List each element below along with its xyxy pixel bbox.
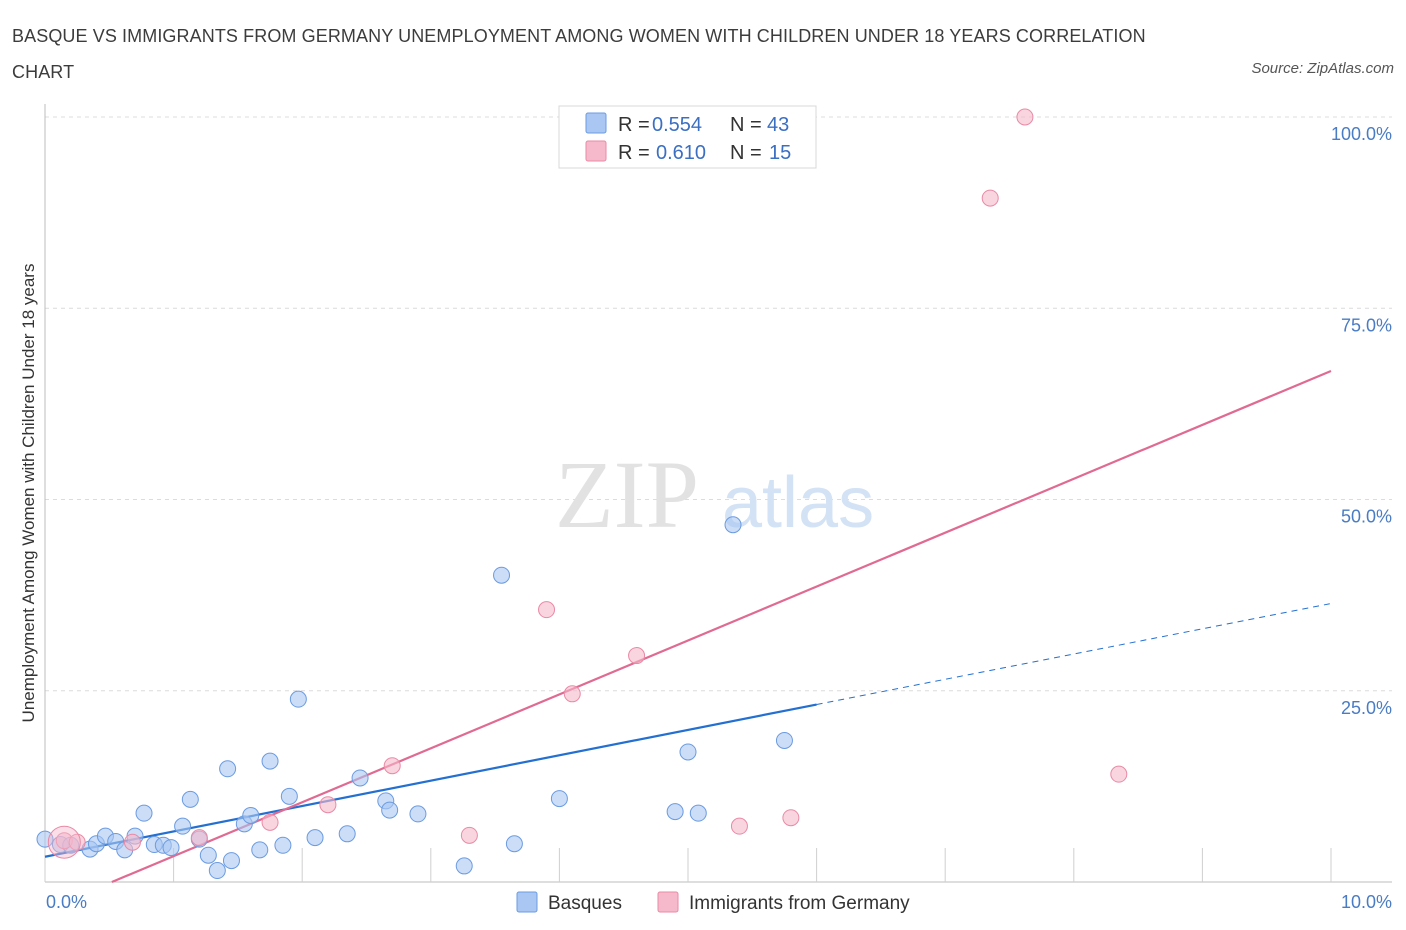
data-point [251,841,269,859]
y-tick-labels: 25.0% 50.0% 75.0% 100.0% [1331,124,1392,718]
data-point [338,825,356,843]
legend-swatch-basques [516,891,538,913]
series-legend: Basques Immigrants from Germany [516,891,910,914]
data-point [242,806,260,824]
data-point [730,817,748,835]
stats-legend: R = 0.554 N = 43 R = 0.610 N = 15 [558,105,817,169]
data-point [123,833,141,851]
data-point [351,769,369,787]
data-point [782,809,800,827]
trend-line [44,703,817,858]
legend-r-label: R = [618,142,650,164]
data-point [383,757,401,775]
legend-swatch-germany [585,140,607,162]
legend-series-name: Basques [548,893,622,914]
data-point [36,830,54,848]
legend-n-label: N = [730,114,762,136]
data-point [274,836,292,854]
data-points [36,108,1128,880]
data-point [1110,765,1128,783]
data-point [261,752,279,770]
y-tick-label: 50.0% [1341,507,1392,527]
data-point [981,189,999,207]
data-point [208,862,226,880]
x-tick-label: 10.0% [1341,892,1392,912]
y-axis-label: Unemployment Among Women with Children U… [19,264,38,723]
legend-swatch-germany [657,891,679,913]
watermark: ZIP atlas [555,441,874,548]
gridlines [45,116,1392,692]
data-point [460,826,478,844]
chart-title: BASQUE VS IMMIGRANTS FROM GERMANY UNEMPL… [12,26,1146,82]
data-point-cluster [47,825,81,859]
legend-r-label: R = [618,114,650,136]
x-tick-labels: 0.0% 10.0% [46,892,1392,912]
watermark-atlas: atlas [722,463,874,543]
data-point [190,829,208,847]
data-point [219,760,237,778]
data-point [222,852,240,870]
data-point [409,805,427,823]
data-point [563,685,581,703]
y-tick-label: 100.0% [1331,124,1392,144]
data-point [455,857,473,875]
data-point [280,787,298,805]
legend-r-value: 0.610 [656,142,706,164]
data-point [174,817,192,835]
data-point [261,813,279,831]
data-point [181,790,199,808]
data-point [493,566,511,584]
source-note: Source: ZipAtlas.com [1251,60,1394,77]
data-point [289,690,307,708]
trend-lines [44,369,1332,884]
data-point [550,790,568,808]
trend-line [111,369,1332,884]
data-point [68,833,86,851]
data-point [306,829,324,847]
legend-n-value: 43 [767,114,789,136]
data-point [775,731,793,749]
axes [44,104,1392,883]
legend-n-label: N = [730,142,762,164]
data-point [724,516,742,534]
legend-series-name: Immigrants from Germany [689,893,910,914]
x-tick-label: 0.0% [46,892,87,912]
data-point [689,804,707,822]
legend-r-value: 0.554 [652,114,702,136]
data-point [666,803,684,821]
data-point [1016,108,1034,126]
data-point [319,796,337,814]
y-tick-label: 75.0% [1341,315,1392,335]
data-point [135,804,153,822]
data-point [162,839,180,857]
data-point [381,801,399,819]
trend-line-extension [816,603,1332,706]
y-tick-label: 25.0% [1341,698,1392,718]
watermark-zip: ZIP [555,441,699,548]
data-point [679,743,697,761]
data-point [628,647,646,665]
data-point [505,835,523,853]
legend-n-value: 15 [769,142,791,164]
data-point [538,601,556,619]
data-point [199,846,217,864]
legend-swatch-basques [585,112,607,134]
